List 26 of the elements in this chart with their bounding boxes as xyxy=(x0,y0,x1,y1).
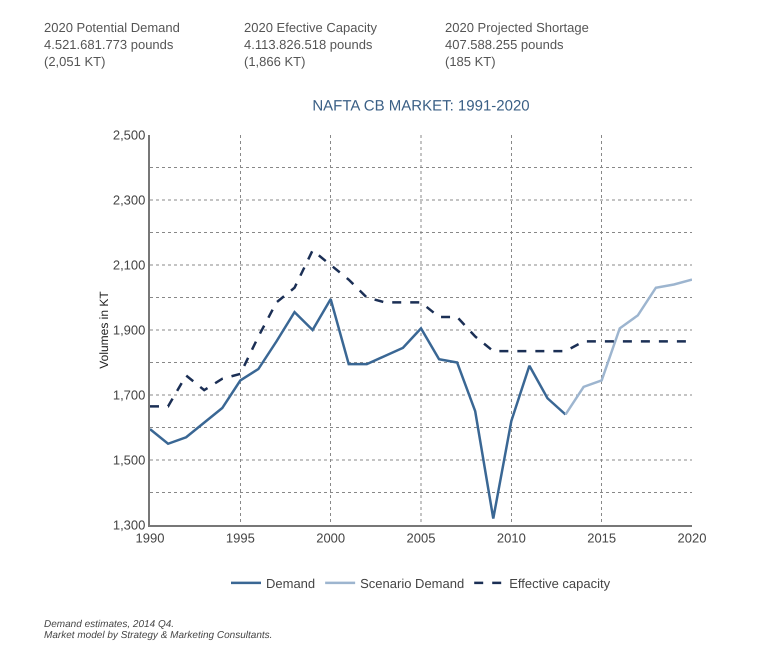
text: Market model by Strategy & Marketing Consultants. xyxy=(44,630,272,641)
y-tick-label: 2,500 xyxy=(112,128,146,143)
legend-label: Demand xyxy=(266,576,316,591)
y-tick-label: 1,500 xyxy=(112,452,146,468)
x-tick-label: 2005 xyxy=(406,530,436,546)
x-tick-label: 2015 xyxy=(587,530,616,546)
line-series xyxy=(150,298,567,520)
text: 2020 Potential Demand 4.521.681.773 pounds (2,051 KT) xyxy=(44,20,180,69)
chart-title: NAFTA CB MARKET: 1991-2020 xyxy=(312,98,530,114)
line-series xyxy=(564,278,692,416)
legend-label: Effective capacity xyxy=(509,576,611,591)
text: Demand estimates, 2014 Q4. xyxy=(44,619,174,630)
y-tick-label: 1,900 xyxy=(112,322,146,338)
y-tick-label: 1,700 xyxy=(112,388,146,403)
x-tick-label: 1995 xyxy=(226,530,255,546)
x-tick-label: 2010 xyxy=(496,530,526,546)
x-tick-label: 1990 xyxy=(136,530,164,546)
text: 2020 Efective Capacity 4.113.826.518 pounds (1,866 KT) xyxy=(244,20,378,69)
y-tick-label: 1,300 xyxy=(112,518,146,533)
x-tick-label: 2020 xyxy=(678,530,706,546)
y-tick-label: 2,100 xyxy=(112,258,146,273)
x-tick-label: 2000 xyxy=(316,530,346,546)
legend-label: Scenario Demand xyxy=(360,576,464,591)
y-axis-title: Volumes in KT xyxy=(96,290,111,369)
text: 2020 Projected Shortage 407.588.255 pounds (185 KT) xyxy=(445,20,589,69)
y-tick-label: 2,300 xyxy=(112,192,146,208)
